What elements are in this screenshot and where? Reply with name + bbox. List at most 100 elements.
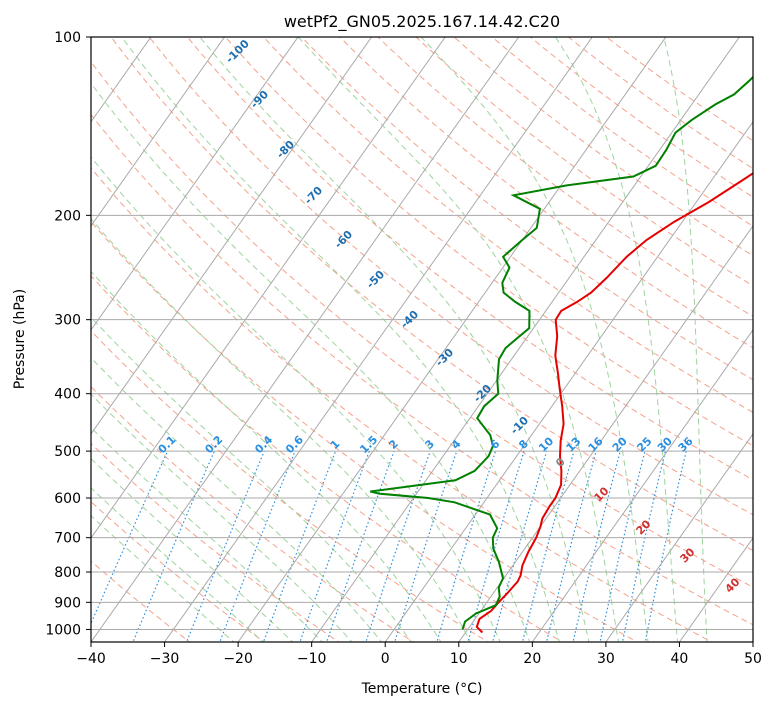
mixing-ratio-line <box>467 450 525 642</box>
y-axis: 1000 900 800 700 600 500 400 300 200 100 <box>45 30 91 638</box>
mixing-ratio-line <box>326 450 395 642</box>
x-tick-label: 50 <box>744 651 762 667</box>
dry-adiabat-line <box>567 37 753 170</box>
dry-adiabat-line <box>91 275 564 642</box>
mixing-ratio-line <box>185 450 265 642</box>
y-axis-title: Pressure (hPa) <box>12 289 28 389</box>
y-tick-label: 300 <box>54 313 81 329</box>
y-tick-label: 200 <box>54 208 81 224</box>
mixing-ratio-line <box>262 450 337 642</box>
dry-adiabat-label: -40 <box>398 308 421 331</box>
mixing-ratio-line <box>219 450 296 642</box>
y-tick-label: 500 <box>54 444 81 460</box>
dry-adiabat-label: -70 <box>302 184 325 207</box>
moist-adiabat-label: 10 <box>592 484 612 504</box>
mixing-ratio-label: 6 <box>488 437 503 452</box>
mixing-ratio-label: 1 <box>328 437 343 452</box>
x-tick-label: −10 <box>297 651 327 667</box>
chart-grid <box>91 37 753 642</box>
chart-adiabat-labels: -100-90-80-70-60-50-40-30-20-10010203040… <box>156 37 743 596</box>
dry-adiabat-line <box>529 37 753 198</box>
dry-adiabat-label: -10 <box>508 414 531 437</box>
y-tick-label: 100 <box>54 30 81 46</box>
y-tick-label: 700 <box>54 531 81 547</box>
mixing-ratio-line <box>545 450 597 642</box>
chart-background-lines <box>91 37 753 642</box>
y-tick-label: 400 <box>54 387 81 403</box>
dry-adiabat-line <box>91 113 753 626</box>
isotherm-line <box>91 37 299 331</box>
isotherm-line <box>91 37 520 642</box>
isotherm-line <box>163 37 593 642</box>
x-tick-label: 10 <box>450 651 468 667</box>
dry-adiabat-line <box>91 60 753 588</box>
moist-adiabat-line <box>297 37 620 642</box>
isotherm-line <box>458 224 753 642</box>
mixing-ratio-line <box>436 450 497 642</box>
mixing-ratio-line <box>394 450 458 642</box>
mixing-ratio-line <box>599 450 646 642</box>
moist-adiabat-line <box>91 316 412 642</box>
dry-adiabat-label: -80 <box>274 138 297 161</box>
isotherm-line <box>384 120 753 642</box>
dry-adiabat-label: -60 <box>332 228 355 251</box>
mixing-ratio-line <box>365 450 431 642</box>
y-tick-label: 900 <box>54 595 81 611</box>
isotherm-line <box>91 37 373 435</box>
mixing-ratio-line <box>572 450 621 642</box>
mixing-ratio-label: 0.1 <box>156 433 179 456</box>
x-tick-label: 0 <box>381 651 390 667</box>
moist-adiabat-label: 20 <box>634 517 654 537</box>
x-axis: −40 −30 −20 −10 0 10 20 30 40 50 <box>76 642 762 667</box>
dry-adiabat-line <box>91 560 191 642</box>
mixing-ratio-label: 0.4 <box>252 433 275 456</box>
mixing-ratio-label: 25 <box>634 435 654 455</box>
mixing-ratio-label: 3 <box>422 437 437 452</box>
isotherm-line <box>237 37 667 642</box>
moist-adiabat-line <box>91 426 324 642</box>
y-tick-label: 800 <box>54 565 81 581</box>
y-tick-label: 1000 <box>45 622 81 638</box>
mixing-ratio-line <box>299 450 370 642</box>
moist-adiabat-label: 40 <box>723 575 743 595</box>
isotherm-line <box>311 37 741 642</box>
mixing-ratio-label: 0.6 <box>283 433 306 456</box>
dry-adiabat-line <box>91 220 639 642</box>
x-tick-label: −40 <box>76 651 106 667</box>
mixing-ratio-line <box>621 450 666 642</box>
dry-adiabat-line <box>91 500 266 642</box>
mixing-ratio-line <box>521 450 575 642</box>
moist-adiabat-line <box>91 156 501 642</box>
dry-adiabat-line <box>301 37 753 381</box>
dry-adiabat-line <box>91 167 713 642</box>
isotherm-line <box>531 329 753 642</box>
plot-frame <box>90 36 754 643</box>
dry-adiabat-label: -30 <box>433 346 456 369</box>
dry-adiabat-line <box>110 37 753 552</box>
dry-adiabat-line <box>453 37 753 257</box>
dry-adiabat-line <box>186 37 753 481</box>
dry-adiabat-line <box>91 330 489 642</box>
isotherm-line <box>605 433 753 642</box>
x-tick-label: 20 <box>523 651 541 667</box>
mixing-ratio-label: 13 <box>564 435 584 455</box>
x-tick-label: 40 <box>671 651 689 667</box>
mixing-ratio-line <box>492 450 548 642</box>
dry-adiabat-line <box>91 385 415 642</box>
x-tick-label: −20 <box>223 651 253 667</box>
isotherm-line <box>91 37 446 539</box>
moist-adiabat-line <box>91 357 383 642</box>
dry-adiabat-line <box>415 37 753 287</box>
chart-title: wetPf2_GN05.2025.167.14.42.C20 <box>284 12 560 32</box>
isotherm-line <box>678 537 753 642</box>
temperature-profile <box>475 172 753 634</box>
dry-adiabat-label: -90 <box>248 88 271 111</box>
x-tick-label: −30 <box>150 651 180 667</box>
mixing-ratio-label: 4 <box>449 437 464 452</box>
x-axis-title: Temperature (°C) <box>361 681 483 697</box>
dry-adiabat-line <box>148 37 753 516</box>
dewpoint-profile <box>370 75 753 630</box>
moist-adiabat-line <box>554 37 679 642</box>
mixing-ratio-label: 1.5 <box>357 433 380 456</box>
